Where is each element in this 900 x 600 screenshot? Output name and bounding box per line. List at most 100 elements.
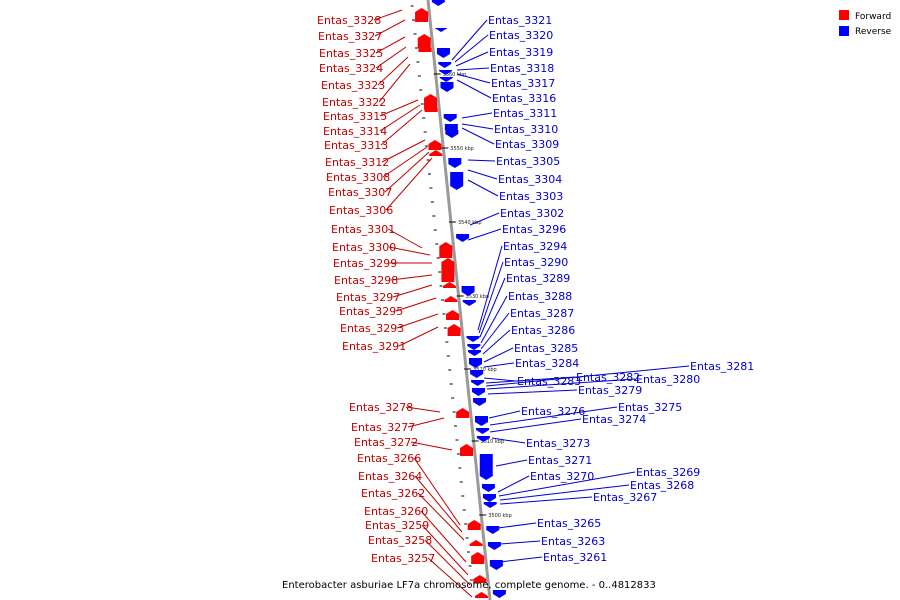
forward-gene-block	[439, 242, 453, 258]
forward-gene-label: Entas_3272	[354, 436, 418, 449]
reverse-leader-line	[461, 112, 493, 119]
genome-caption: Enterobacter asburiae LF7a chromosome, c…	[282, 580, 656, 591]
scale-tick-label: 3510 kbp	[481, 439, 505, 445]
legend-reverse-label: Reverse	[855, 27, 892, 37]
reverse-gene-label: Entas_3265	[537, 517, 601, 530]
forward-gene-label: Entas_3259	[365, 519, 429, 532]
forward-gene-label: Entas_3297	[336, 291, 400, 304]
forward-leader-line	[407, 417, 445, 428]
reverse-gene-label: Entas_3304	[498, 173, 562, 186]
scale-tick-label: 3560 kbp	[443, 72, 467, 78]
forward-leader-line	[405, 406, 441, 413]
reverse-gene-label: Entas_3310	[494, 123, 558, 136]
reverse-gene-label: Entas_3294	[503, 240, 567, 253]
reverse-leader-line	[456, 73, 491, 84]
reverse-gene-block	[440, 82, 454, 92]
reverse-leader-line	[488, 410, 521, 419]
reverse-gene-block	[473, 398, 487, 406]
forward-gene-block	[456, 408, 470, 418]
forward-leader-line	[380, 109, 423, 146]
forward-leader-line	[374, 19, 406, 37]
forward-gene-label: Entas_3258	[368, 534, 432, 547]
reverse-leader-line	[467, 169, 498, 180]
reverse-gene-block	[466, 336, 480, 342]
legend-reverse-swatch	[839, 26, 849, 36]
forward-leader-line	[384, 151, 430, 193]
tick-marks: 3560 kbp 3550 kbp 3540 kbp 3530 kbp 3520 kbp…	[410, 5, 512, 581]
reverse-leader-line	[497, 475, 530, 493]
legend-forward-swatch	[839, 10, 849, 20]
reverse-leader-line	[461, 127, 495, 145]
forward-gene-label: Entas_3325	[319, 47, 383, 60]
forward-leader-line	[373, 9, 403, 21]
reverse-gene-label: Entas_3286	[511, 324, 575, 337]
reverse-gene-block	[445, 130, 459, 138]
reverse-gene-label: Entas_3316	[492, 92, 556, 105]
reverse-gene-block	[443, 114, 457, 122]
reverse-leader-line	[469, 212, 500, 226]
reverse-gene-block	[475, 416, 489, 426]
forward-leader-line	[398, 326, 439, 347]
reverse-gene-label: Entas_3261	[543, 551, 607, 564]
reverse-gene-label: Entas_3305	[496, 155, 560, 168]
reverse-gene-block	[436, 48, 450, 58]
forward-leader-line	[424, 539, 471, 586]
reverse-leader-line	[499, 556, 543, 563]
reverse-gene-label: Entas_3302	[500, 207, 564, 220]
forward-gene-block	[446, 310, 460, 320]
forward-gene-block	[428, 140, 442, 150]
reverse-gene-label: Entas_3311	[493, 107, 557, 120]
forward-leader-line	[387, 228, 423, 249]
reverse-leader-line	[486, 378, 636, 390]
reverse-gene-block	[448, 158, 462, 168]
reverse-gene-label: Entas_3303	[499, 190, 563, 203]
forward-leader-line	[390, 274, 433, 281]
forward-gene-label: Entas_3277	[351, 421, 415, 434]
forward-gene-label: Entas_3312	[325, 156, 389, 169]
reverse-gene-label: Entas_3282	[576, 371, 640, 384]
reverse-gene-label: Entas_3279	[578, 384, 642, 397]
reverse-leader-line	[456, 67, 490, 71]
reverse-gene-label: Entas_3309	[495, 138, 559, 151]
reverse-leader-line	[480, 312, 510, 350]
forward-gene-block	[441, 258, 455, 282]
forward-gene-label: Entas_3308	[326, 171, 390, 184]
forward-gene-label: Entas_3264	[358, 470, 422, 483]
reverse-leader-line	[499, 540, 541, 545]
forward-gene-block	[418, 44, 432, 52]
reverse-leader-line	[489, 418, 582, 433]
reverse-leader-line	[489, 406, 618, 426]
forward-leader-line	[379, 104, 421, 132]
reverse-gene-block	[472, 388, 486, 396]
reverse-gene-block	[469, 358, 483, 368]
reverse-leader-line	[454, 34, 489, 63]
reverse-gene-label: Entas_3263	[541, 535, 605, 548]
forward-leader-line	[417, 492, 465, 541]
reverse-leader-line	[498, 471, 636, 497]
forward-gene-label: Entas_3315	[323, 110, 387, 123]
forward-gene-label: Entas_3313	[324, 139, 388, 152]
forward-leader-line	[379, 99, 419, 117]
reverse-gene-block	[438, 62, 452, 68]
forward-gene-label: Entas_3306	[329, 204, 393, 217]
forward-leader-line	[392, 284, 433, 298]
forward-leader-line	[375, 36, 406, 54]
reverse-gene-block	[467, 350, 481, 356]
reverse-gene-block	[456, 234, 470, 242]
reverse-gene-block	[487, 542, 501, 550]
reverse-gene-block	[486, 526, 500, 534]
forward-gene-label: Entas_3262	[361, 487, 425, 500]
scale-tick-label: 3500 kbp	[488, 513, 512, 519]
reverse-leader-line	[483, 362, 515, 368]
forward-leader-line	[395, 297, 437, 312]
reverse-leader-line	[487, 389, 578, 395]
forward-leader-line	[382, 146, 428, 178]
reverse-leader-line	[480, 295, 508, 344]
scale-tick-label: 3550 kbp	[450, 146, 474, 152]
forward-gene-label: Entas_3298	[334, 274, 398, 287]
reverse-gene-block	[438, 70, 452, 75]
forward-leader-line	[414, 475, 463, 533]
forward-leader-line	[410, 441, 453, 451]
gene-labels: Entas_3328 Entas_3327 Entas_3325 Entas_3324…	[317, 14, 754, 565]
reverse-leader-line	[485, 376, 576, 384]
